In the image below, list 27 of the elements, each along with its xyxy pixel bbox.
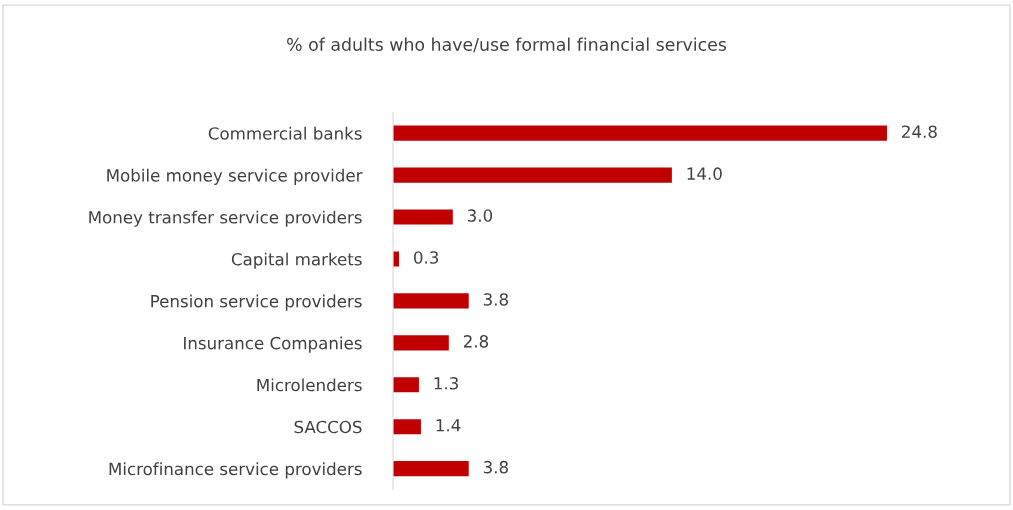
y-tick-label: SACCOS: [294, 420, 362, 434]
y-tick-label: Microlenders: [257, 378, 362, 392]
data-label: 3.8: [483, 293, 508, 306]
data-label: 24.8: [902, 125, 937, 138]
bar: [393, 377, 419, 393]
data-label: 1.4: [436, 419, 461, 432]
data-label: 14.0: [687, 167, 722, 180]
data-label: 0.3: [414, 251, 439, 264]
bar: [393, 293, 469, 309]
y-tick-label: Mobile money service provider: [107, 168, 363, 185]
bar: [393, 209, 453, 225]
chart-title: % of adults who have/use formal financial services: [287, 37, 727, 53]
bar: [393, 419, 421, 435]
data-label: 2.8: [463, 335, 489, 348]
data-label: 3.8: [483, 460, 508, 474]
data-label: 3.0: [467, 209, 493, 222]
y-tick-label: Insurance Companies: [184, 336, 362, 353]
y-tick-label: Microfinance service providers: [109, 462, 362, 479]
y-tick-label: Commercial banks: [208, 126, 362, 140]
y-tick-label: Money transfer service providers: [89, 210, 362, 227]
bar: [393, 167, 672, 183]
bar: [393, 461, 469, 477]
y-tick-label: Capital markets: [231, 252, 362, 269]
y-tick-label: Pension service providers: [151, 294, 362, 311]
data-label: 1.3: [434, 377, 458, 390]
bar: [393, 335, 449, 351]
bar: [393, 125, 887, 141]
